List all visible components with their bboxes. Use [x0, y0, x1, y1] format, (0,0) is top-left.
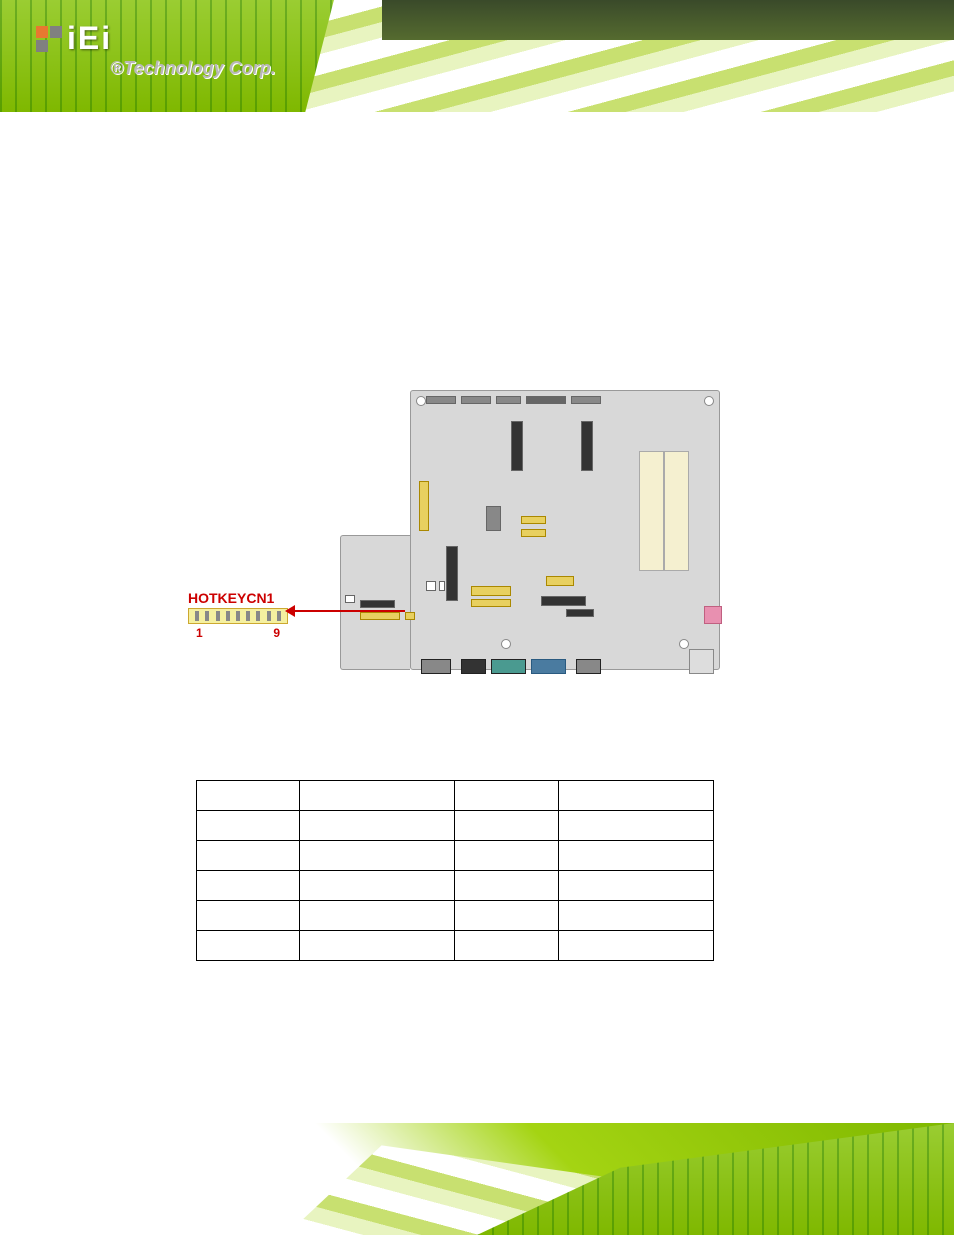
hotkey-connector-label: HOTKEYCN1 1 9 — [188, 590, 288, 640]
pin-start-label: 1 — [196, 626, 203, 640]
header-desc1 — [300, 781, 455, 811]
pin-end-label: 9 — [273, 626, 280, 640]
table-row — [197, 871, 714, 901]
table-row — [197, 841, 714, 871]
footer-banner — [0, 1123, 954, 1235]
hotkey-connector-icon — [188, 608, 288, 624]
header-pin2 — [455, 781, 558, 811]
motherboard-diagram — [340, 390, 720, 680]
table-row — [197, 901, 714, 931]
table-header-row — [197, 781, 714, 811]
table-row — [197, 811, 714, 841]
pinout-table — [196, 780, 714, 961]
header-banner: iEi ®Technology Corp. — [0, 0, 954, 112]
header-desc2 — [558, 781, 713, 811]
audio-port-icon — [704, 606, 722, 624]
logo-squares-icon — [35, 25, 63, 53]
header-dark-bar — [382, 0, 954, 40]
header-pin1 — [197, 781, 300, 811]
pointer-arrow-head-icon — [285, 605, 295, 617]
table-row — [197, 931, 714, 961]
logo-tagline: ®Technology Corp. — [110, 58, 276, 79]
pointer-arrow-line — [290, 610, 405, 612]
logo-text: iEi — [67, 20, 112, 57]
hotkey-title: HOTKEYCN1 — [188, 590, 288, 606]
logo: iEi — [35, 20, 112, 57]
